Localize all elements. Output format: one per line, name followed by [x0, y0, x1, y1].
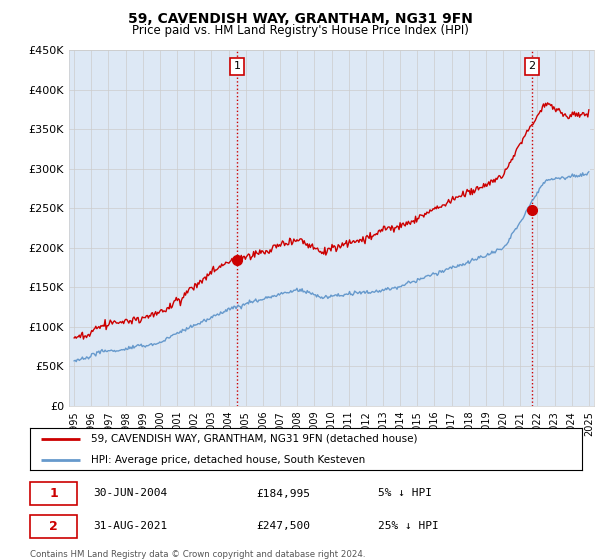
Text: Price paid vs. HM Land Registry's House Price Index (HPI): Price paid vs. HM Land Registry's House …: [131, 24, 469, 37]
Text: 2: 2: [528, 61, 535, 71]
Text: £184,995: £184,995: [256, 488, 310, 498]
Text: 25% ↓ HPI: 25% ↓ HPI: [378, 521, 439, 531]
Text: HPI: Average price, detached house, South Kesteven: HPI: Average price, detached house, Sout…: [91, 455, 365, 465]
Text: 31-AUG-2021: 31-AUG-2021: [94, 521, 168, 531]
Text: 1: 1: [233, 61, 241, 71]
Text: 59, CAVENDISH WAY, GRANTHAM, NG31 9FN (detached house): 59, CAVENDISH WAY, GRANTHAM, NG31 9FN (d…: [91, 434, 417, 444]
Text: 1: 1: [49, 487, 58, 500]
FancyBboxPatch shape: [30, 482, 77, 505]
Text: 59, CAVENDISH WAY, GRANTHAM, NG31 9FN: 59, CAVENDISH WAY, GRANTHAM, NG31 9FN: [128, 12, 472, 26]
Text: 2: 2: [49, 520, 58, 533]
Text: 30-JUN-2004: 30-JUN-2004: [94, 488, 168, 498]
Text: 5% ↓ HPI: 5% ↓ HPI: [378, 488, 432, 498]
Text: £247,500: £247,500: [256, 521, 310, 531]
Text: Contains HM Land Registry data © Crown copyright and database right 2024.
This d: Contains HM Land Registry data © Crown c…: [30, 550, 365, 560]
FancyBboxPatch shape: [30, 515, 77, 538]
